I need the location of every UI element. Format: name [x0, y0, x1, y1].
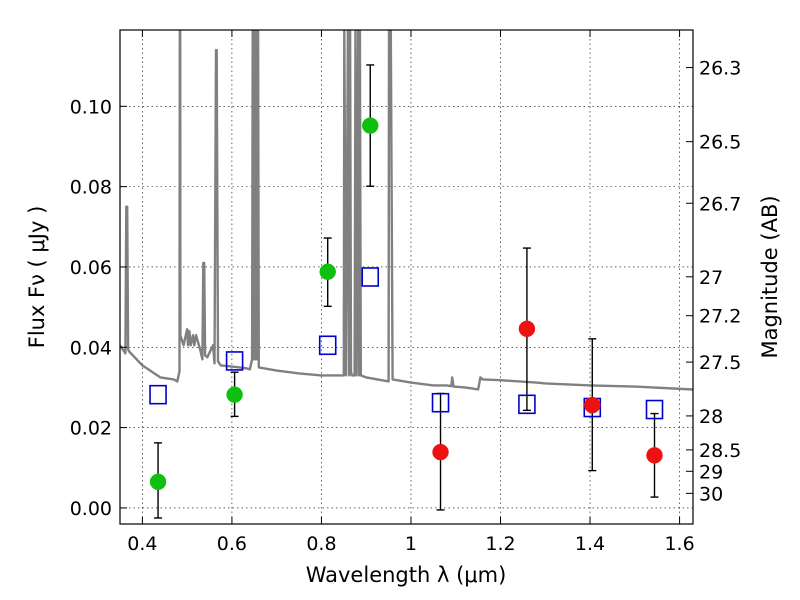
observed-data-point	[518, 320, 536, 338]
y-tick-label: 0.02	[70, 418, 112, 440]
y2-tick-label: 28	[699, 406, 723, 428]
observed-data-point	[226, 386, 243, 403]
y2-tick-label: 30	[699, 483, 723, 505]
model-photometry-squares	[149, 267, 664, 420]
model-photometry-point	[318, 335, 337, 356]
y-tick-label: 0.10	[70, 96, 112, 118]
y2-tick-label: 27.5	[699, 352, 741, 374]
y-tick-label: 0.08	[70, 177, 112, 199]
x-axis-label: Wavelength λ (μm)	[306, 563, 507, 587]
model-photometry-point	[361, 267, 380, 287]
x-tick-label: 1	[405, 533, 417, 555]
y2-tick-label: 28.5	[699, 440, 741, 462]
observed-data-point	[361, 117, 379, 134]
model-photometry-point	[645, 399, 664, 420]
y-tick-label: 0.04	[70, 337, 112, 359]
observed-data-point	[432, 443, 449, 461]
y2-tick-label: 27.2	[699, 306, 741, 328]
y-tick-label: 0.06	[70, 257, 112, 279]
x-tick-label: 0.6	[217, 533, 247, 555]
x-tick-label: 1.6	[664, 533, 694, 555]
axis-ticks	[120, 30, 693, 524]
y2-tick-label: 26.3	[699, 58, 741, 80]
model-photometry-point	[149, 384, 167, 405]
y-tick-label: 0.00	[70, 498, 112, 520]
observed-data-point	[319, 263, 336, 281]
y2-axis-label: Magnitude (AB)	[758, 195, 782, 358]
model-photometry-point	[431, 392, 450, 413]
y2-tick-label: 29	[699, 461, 723, 483]
x-tick-label: 0.8	[306, 533, 336, 555]
y2-tick-label: 26.7	[699, 193, 741, 215]
model-spectrum	[120, 30, 693, 391]
y-axis-label: Flux Fν ( μJy )	[25, 206, 49, 349]
x-tick-label: 1.2	[485, 533, 515, 555]
tick-labels: 0.4 0.6 0.8 1 1.2 1.4 1.6 0.00 0.02 0.04 0.06 0.08 0…	[70, 58, 742, 555]
model-spectrum-line	[120, 30, 693, 391]
y2-tick-label: 27	[699, 267, 723, 289]
observed-points	[149, 117, 663, 491]
model-photometry-point	[225, 351, 244, 371]
x-tick-label: 1.4	[575, 533, 605, 555]
observed-data-point	[646, 447, 663, 464]
observed-data-point	[584, 396, 601, 414]
y2-tick-label: 26.5	[699, 132, 741, 154]
x-tick-label: 0.4	[127, 533, 157, 555]
observed-data-point	[149, 473, 167, 491]
model-photometry-point	[518, 394, 536, 415]
